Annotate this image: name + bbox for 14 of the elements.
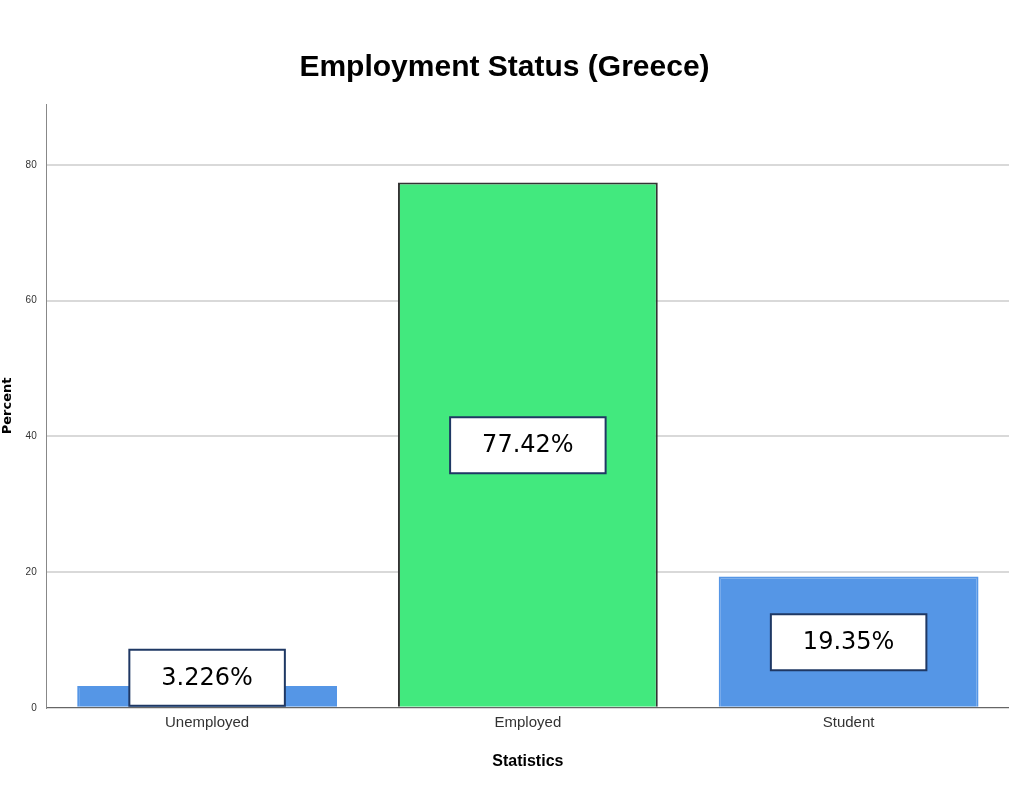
data-label: 77.42%	[482, 430, 574, 459]
y-axis-title: Percent	[0, 377, 15, 435]
x-axis-title: Statistics	[492, 751, 564, 769]
chart-title: Employment Status (Greece)	[299, 49, 710, 83]
y-tick-label: 0	[31, 701, 38, 713]
x-tick-label: Employed	[494, 712, 562, 730]
y-tick-label: 40	[25, 430, 38, 442]
data-label: 3.226%	[161, 663, 253, 692]
data-label: 19.35%	[802, 627, 895, 656]
y-tick-label: 20	[25, 565, 38, 577]
y-tick-label: 80	[25, 158, 38, 170]
y-tick-label: 60	[25, 294, 38, 306]
x-tick-label: Student	[822, 712, 876, 730]
x-tick-label: Unemployed	[164, 712, 250, 730]
